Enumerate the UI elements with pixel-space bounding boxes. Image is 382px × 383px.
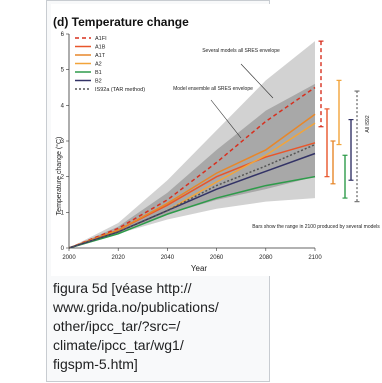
y-axis-label: Temperature change (°C) [55, 137, 63, 216]
x-tick-label: 2080 [259, 255, 273, 261]
annotation-ensemble: Model ensemble all SRES envelope [173, 86, 253, 92]
caption-line: other/ipcc_tar/?src=/ [53, 318, 181, 334]
y-tick-label: 2 [61, 175, 65, 181]
figure-thumbnail[interactable]: (d) Temperature change Temperature chang… [51, 4, 381, 276]
envelope-outer [69, 41, 315, 249]
x-tick-label: 2060 [210, 255, 224, 261]
series-line [68, 113, 316, 249]
annotation-leader [240, 63, 274, 99]
annotation-bars: Bars show the range in 2100 produced by … [252, 224, 380, 230]
legend-label: A2 [95, 62, 102, 68]
legend-label: B2 [95, 79, 102, 85]
y-tick-label: 3 [61, 139, 65, 145]
annotation-leader [210, 99, 242, 139]
caption-line: www.grida.no/publications/ [53, 299, 219, 315]
series-line [68, 143, 316, 249]
x-tick-label: 2100 [308, 255, 322, 261]
x-axis-label: Year [191, 264, 208, 273]
annotation-is92: All IS92 [365, 115, 371, 132]
envelope-inner [69, 83, 315, 248]
legend-label: A1FI [95, 36, 107, 42]
annotation-envelope-text: Several models all SRES envelope [202, 48, 280, 54]
y-tick-label: 0 [61, 246, 65, 252]
legend-label: IS92a (TAR method) [95, 87, 145, 93]
series-line [68, 175, 316, 249]
chart-title: (d) Temperature change [53, 15, 189, 29]
legend-label: B1 [95, 70, 102, 76]
annotation-bars-text: Bars show the range in 2100 produced by … [252, 224, 380, 230]
annotation-envelope: Several models all SRES envelope [202, 48, 280, 54]
x-tick-label: 2000 [62, 255, 76, 261]
annotation-ensemble-text: Model ensemble all SRES envelope [173, 86, 253, 92]
caption-line: figura 5d [véase http:// [53, 280, 192, 296]
y-tick-label: 6 [61, 32, 65, 38]
x-tick-label: 2040 [161, 255, 175, 261]
caption-line: figspm-5.htm] [53, 356, 138, 372]
series-line [68, 86, 316, 249]
y-tick-label: 5 [61, 68, 65, 74]
legend-label: A1T [95, 53, 106, 59]
x-tick-label: 2020 [112, 255, 126, 261]
caption-line: climate/ipcc_tar/wg1/ [53, 337, 184, 353]
temperature-change-chart: (d) Temperature change Temperature chang… [53, 15, 380, 273]
caption-link[interactable]: figura 5d [véase http:// www.grida.no/pu… [53, 279, 265, 374]
series-line [68, 152, 316, 249]
y-tick-label: 1 [61, 210, 65, 216]
legend-label: A1B [95, 45, 106, 51]
y-tick-label: 4 [61, 103, 65, 109]
figure-caption: figura 5d [véase http:// www.grida.no/pu… [53, 279, 265, 374]
